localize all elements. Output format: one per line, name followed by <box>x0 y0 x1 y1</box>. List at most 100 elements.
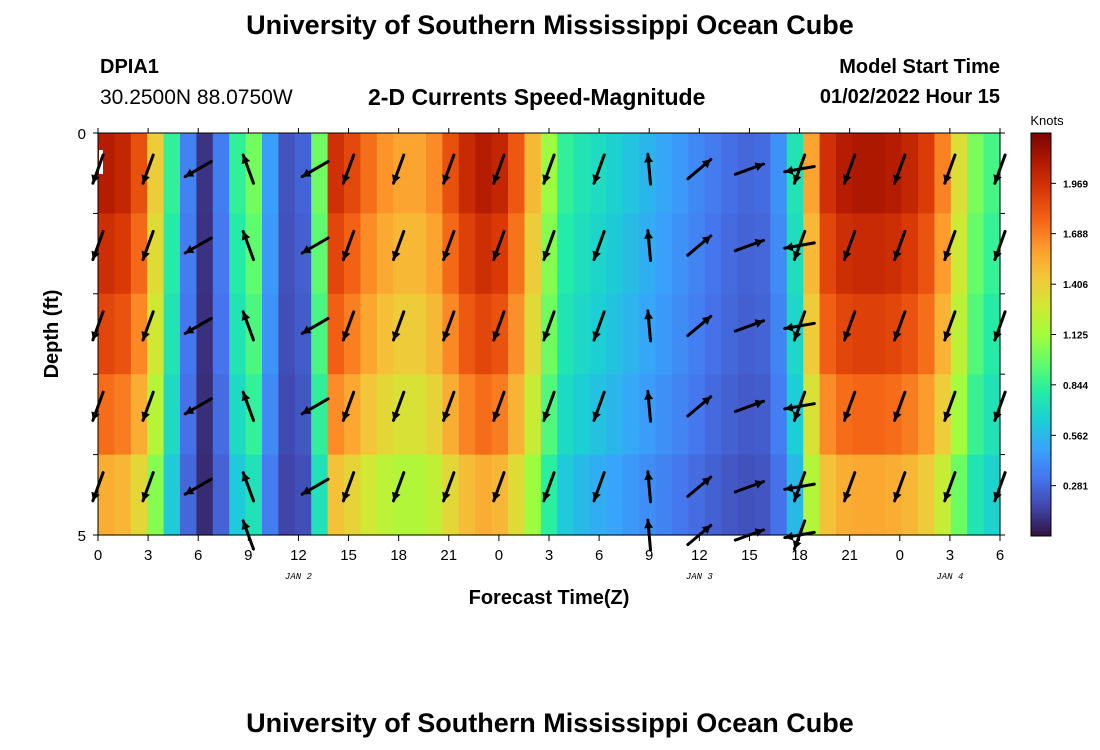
station-coordinates: 30.2500N 88.0750W <box>100 86 293 109</box>
heatmap-cell <box>655 133 673 214</box>
date-label: JAN 3 <box>686 572 714 582</box>
arrow-head <box>302 168 312 177</box>
heatmap-cell <box>803 293 821 375</box>
x-tick-label: 3 <box>946 547 954 564</box>
heatmap-cell <box>458 133 476 214</box>
heatmap-cell <box>196 133 214 214</box>
colorbar-tick-label: 1.969 <box>1063 179 1088 190</box>
model-start-label: Model Start Time <box>839 56 1000 78</box>
heatmap-cell <box>901 454 919 536</box>
arrow-head <box>792 250 802 260</box>
heatmap-cell <box>754 374 771 456</box>
current-arrow <box>141 390 155 422</box>
heatmap-cell <box>229 213 247 295</box>
heatmap-cell <box>901 133 919 214</box>
current-arrow <box>183 397 213 416</box>
current-arrow <box>733 480 765 494</box>
heatmap-cell <box>622 454 640 536</box>
arrow-head <box>442 491 451 501</box>
heatmap-cell <box>327 374 345 456</box>
arrow-head <box>943 411 952 421</box>
arrow-head <box>492 331 501 340</box>
arrow-head <box>792 331 802 340</box>
heatmap-cell <box>754 293 771 375</box>
current-arrow <box>392 471 406 503</box>
current-arrow <box>843 390 857 422</box>
arrow-head <box>754 162 764 171</box>
heatmap-cell <box>737 133 755 214</box>
arrow-head <box>893 411 902 421</box>
heatmap-cell <box>606 213 624 295</box>
heatmap-cell <box>622 374 640 456</box>
current-arrow <box>542 153 556 185</box>
heatmap-cell <box>672 133 689 214</box>
heatmap-cell <box>163 133 181 214</box>
arrow-head <box>91 250 100 260</box>
arrow-head <box>442 174 451 184</box>
arrow-head <box>241 311 251 321</box>
x-axis-label: Forecast Time(Z) <box>469 587 630 609</box>
heatmap-cell <box>458 454 476 536</box>
heatmap-cell <box>721 374 739 456</box>
current-arrow <box>592 153 606 185</box>
arrow-head <box>701 396 711 406</box>
heatmap-cell <box>983 374 1001 456</box>
heatmap-cell <box>147 213 165 295</box>
heatmap-cell <box>901 213 919 295</box>
date-label: JAN 4 <box>936 572 963 582</box>
current-arrow <box>592 471 606 503</box>
heatmap-cell <box>704 213 722 295</box>
heatmap-cell <box>967 133 985 214</box>
heatmap-cell <box>311 133 329 214</box>
heatmap-cell <box>229 454 247 536</box>
heatmap-cell <box>639 454 657 536</box>
current-arrow <box>893 471 907 503</box>
heatmap-cell <box>639 374 657 456</box>
arrow-head <box>754 238 764 248</box>
heatmap-cell <box>852 374 870 456</box>
heatmap-cell <box>114 293 132 375</box>
heatmap-cell <box>212 374 230 456</box>
current-arrow <box>686 234 713 257</box>
heatmap-cell <box>311 213 329 295</box>
heatmap-cell <box>130 293 148 375</box>
heatmap-cell <box>196 374 214 456</box>
arrow-head <box>784 165 794 175</box>
heatmap-cell <box>245 213 263 295</box>
arrow-head <box>492 250 501 260</box>
heatmap-cell <box>393 293 411 375</box>
arrow-head <box>185 325 195 334</box>
heatmap-cell <box>836 133 853 214</box>
heatmap-cell <box>950 293 968 375</box>
heatmap-cell <box>557 293 575 375</box>
colorbar-tick-label: 0.844 <box>1063 381 1088 392</box>
arrow-head <box>302 486 312 495</box>
heatmap-cell <box>672 454 689 536</box>
current-arrow <box>341 390 356 422</box>
heatmap-cell <box>704 133 722 214</box>
heatmap-cell <box>442 213 460 295</box>
current-arrow <box>943 310 957 342</box>
arrow-head <box>592 411 601 421</box>
heatmap-cell <box>852 213 870 295</box>
arrow-head <box>392 174 401 184</box>
arrow-head <box>701 235 711 245</box>
arrow-head <box>592 174 601 184</box>
arrow-head <box>644 391 654 400</box>
heatmap-cell <box>786 133 804 214</box>
current-arrow <box>843 310 857 342</box>
arrow-head <box>141 174 150 184</box>
arrow-head <box>91 491 100 501</box>
current-arrow <box>141 153 155 185</box>
heatmap-cell <box>475 454 493 536</box>
heatmap-cell <box>163 454 181 536</box>
arrow-head <box>592 331 601 340</box>
arrow-head <box>241 155 251 165</box>
heatmap-cell <box>130 374 148 456</box>
current-arrow <box>893 153 907 185</box>
arrow-head <box>341 174 351 184</box>
x-tick-label: 3 <box>545 547 553 564</box>
heatmap-cell <box>130 213 148 295</box>
heatmap-cell <box>196 213 214 295</box>
current-arrow <box>893 310 907 342</box>
